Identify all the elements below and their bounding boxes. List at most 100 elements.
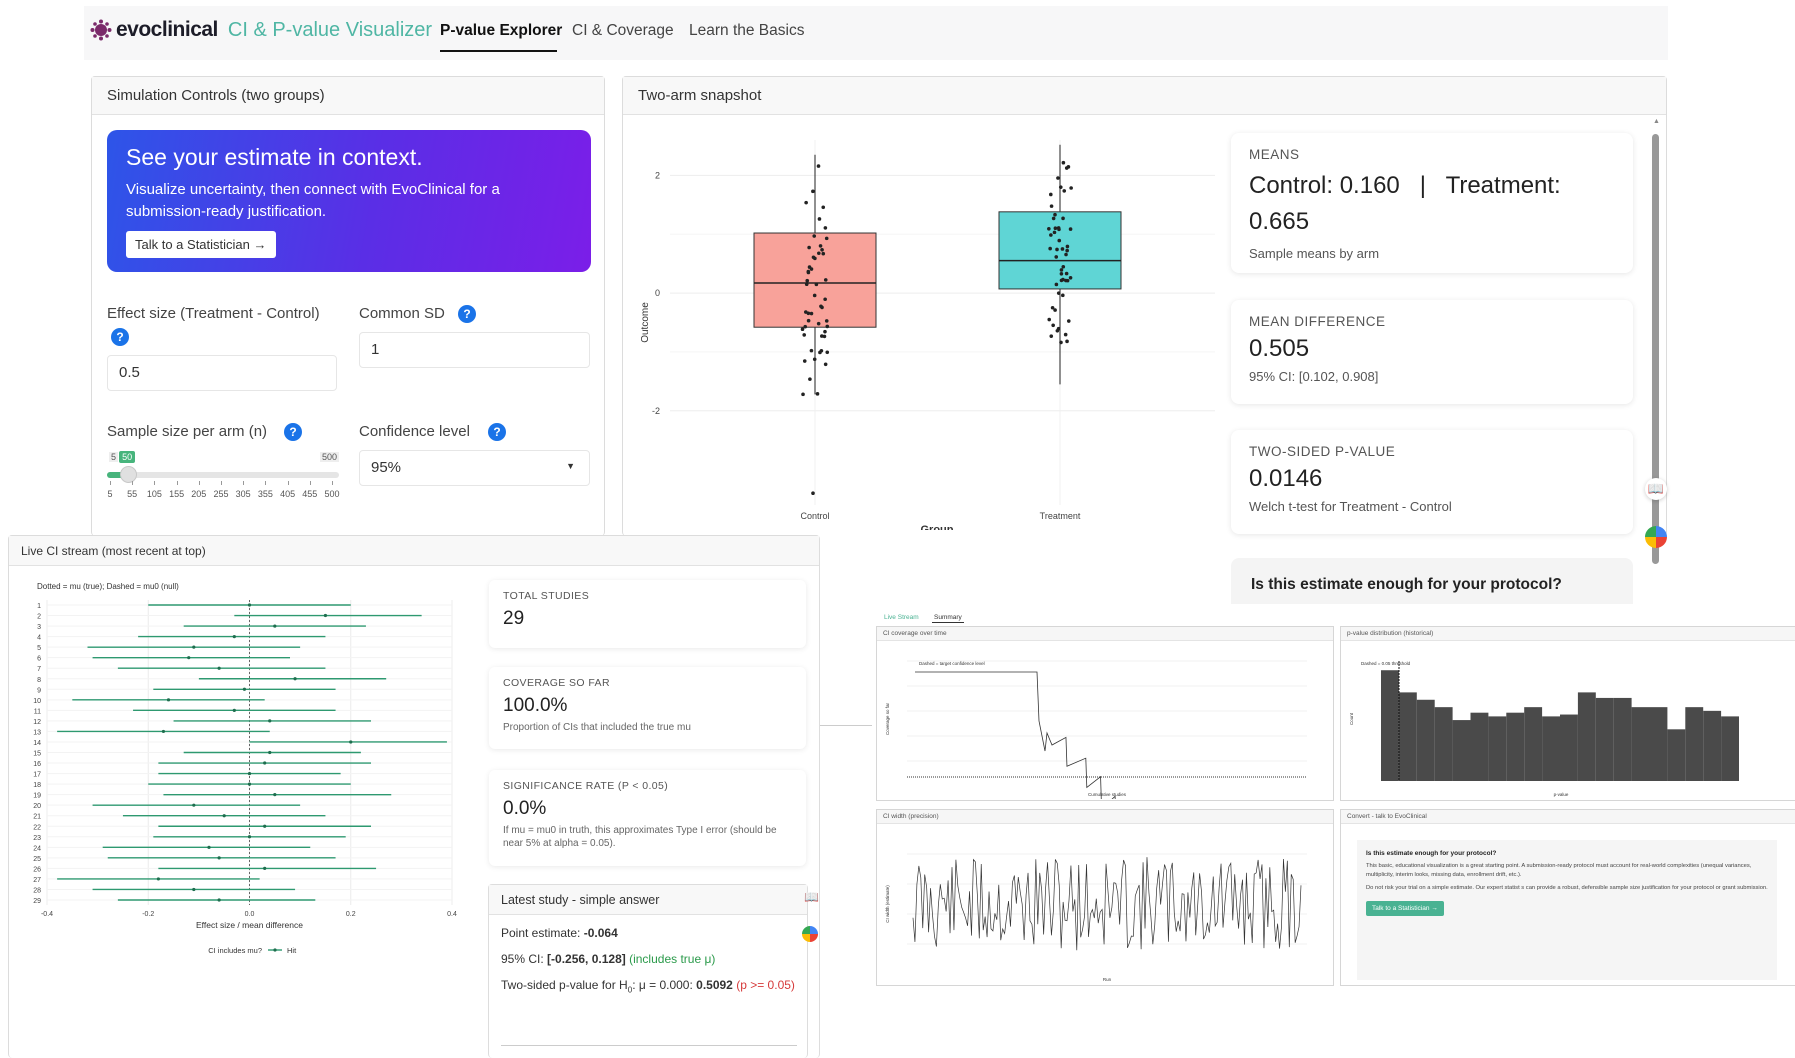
y-tick-label: 16 (33, 761, 41, 768)
histogram-bar (1631, 707, 1650, 781)
promo-banner: See your estimate in context. Visualize … (107, 130, 591, 272)
slider-thumb[interactable] (120, 466, 138, 483)
data-point (1047, 227, 1051, 231)
data-point (825, 324, 830, 329)
y-tick-label: 1 (37, 603, 41, 610)
scroll-up-icon[interactable]: ▲ (1653, 118, 1660, 125)
point-estimate (217, 666, 221, 670)
data-point (825, 350, 830, 355)
data-point (817, 217, 822, 221)
data-point (1053, 226, 1058, 231)
slider-value-bubble: 50 (119, 451, 136, 463)
sample-size-help-icon[interactable]: ? (284, 423, 302, 441)
data-point (1064, 278, 1068, 283)
data-point (806, 270, 811, 275)
legend-item: Hit (287, 946, 297, 955)
snapshot-scrollbar[interactable]: ▲ (1650, 118, 1660, 568)
data-point (1051, 216, 1056, 221)
confidence-level-help-icon[interactable]: ? (488, 423, 506, 441)
point-estimate (273, 793, 277, 797)
point-estimate (166, 698, 171, 702)
app-logo[interactable]: evoclinical CI & P-value Visualizer (90, 18, 432, 42)
y-tick-label: 22 (33, 824, 41, 831)
y-tick-label: 26 (33, 866, 41, 873)
promo-title: See your estimate in context. (126, 144, 423, 170)
mean-difference-value: 0.505 (1249, 335, 1310, 362)
pvalue-distribution-title: p-value distribution (historical) (1341, 627, 1795, 641)
slider-track[interactable] (107, 472, 339, 478)
means-value: Control: 0.160 | Treatment: 0.665 (1249, 172, 1568, 235)
data-point (1068, 276, 1073, 280)
y-tick-label: 2 (37, 614, 41, 621)
tab-live-stream[interactable]: Live Stream (884, 614, 919, 621)
point-estimate (263, 866, 267, 870)
data-point (824, 319, 829, 323)
data-point (1049, 233, 1053, 237)
data-point (820, 247, 824, 252)
scrollbar-thumb[interactable] (1652, 134, 1659, 564)
y-tick-label: 3 (37, 624, 41, 631)
confidence-level-select[interactable]: 95% ▼ (359, 450, 590, 486)
talk-to-statistician-button[interactable]: Talk to a Statistician → (126, 231, 276, 258)
effect-size-input[interactable]: 0.5 (107, 355, 337, 391)
point-estimate (247, 782, 252, 786)
data-point (1058, 185, 1063, 189)
y-tick-label: 23 (33, 835, 41, 842)
slider-tick-label: 500 (324, 489, 340, 499)
effect-size-help-icon[interactable]: ? (111, 328, 129, 346)
latest-study-title: Latest study - simple answer (489, 885, 807, 915)
data-point (804, 200, 808, 205)
data-point (803, 310, 808, 314)
histogram-bar (1667, 729, 1686, 781)
common-sd-help-icon[interactable]: ? (458, 305, 476, 323)
assistant-icon-small[interactable] (802, 926, 818, 942)
assistant-icon[interactable] (1645, 526, 1667, 548)
latest-study-card: Latest study - simple answer Point estim… (488, 884, 808, 1058)
histogram-bar (1398, 692, 1417, 781)
histogram-bar (1381, 670, 1399, 781)
book-icon-small[interactable]: 📖 (804, 890, 819, 904)
y-tick-label: 10 (33, 698, 41, 705)
ci-coverage-title: CI coverage over time (877, 627, 1333, 641)
histogram-bar (1577, 692, 1596, 781)
significance-value: 0.0% (503, 798, 547, 819)
sample-size-slider[interactable]: 5 500 50 5 55 105 155 205 255 305 355 405 455 500 (107, 451, 340, 501)
data-point (800, 327, 805, 331)
data-point (1054, 255, 1059, 259)
app-subtitle: CI & P-value Visualizer (227, 18, 433, 41)
point-estimate (232, 708, 236, 712)
y-tick-label: 6 (37, 656, 41, 663)
convert-talk-button[interactable]: Talk to a Statistician → (1366, 900, 1444, 916)
brand-name: evoclinical (116, 18, 218, 41)
mean-difference-card: MEAN DIFFERENCE 0.505 95% CI: [0.102, 0.… (1231, 300, 1633, 404)
point-estimate (232, 635, 236, 639)
data-point (816, 321, 821, 326)
data-point (1049, 192, 1053, 197)
pvalue-note: (p >= 0.05) (736, 978, 795, 992)
slider-tick (132, 481, 134, 485)
coverage-value: 100.0% (503, 695, 568, 716)
data-point (819, 348, 824, 353)
common-sd-input[interactable]: 1 (359, 332, 590, 368)
data-point (823, 297, 827, 302)
slider-tick (243, 481, 245, 485)
tab-pvalue-explorer[interactable]: P-value Explorer (440, 22, 563, 39)
legend-title: CI includes mu? (208, 946, 262, 955)
histogram-bar (1416, 699, 1435, 781)
tab-ci-coverage[interactable]: CI & Coverage (572, 22, 674, 39)
width-y-label: CI width (estimate) (885, 885, 890, 923)
data-point (1059, 271, 1064, 276)
point-estimate (242, 687, 247, 691)
tab-summary[interactable]: Summary (934, 614, 962, 621)
virus-logo-icon (90, 19, 112, 41)
point-estimate (323, 613, 328, 618)
data-point (1061, 277, 1065, 282)
y-tick-label: 0 (655, 288, 660, 298)
y-tick-label: 14 (33, 740, 41, 747)
tab-learn-basics[interactable]: Learn the Basics (689, 22, 805, 39)
coverage-title: COVERAGE SO FAR (503, 677, 610, 689)
y-tick-label: 5 (37, 645, 41, 652)
point-estimate-label: Point estimate: (501, 926, 581, 940)
data-point (1051, 323, 1055, 328)
book-icon[interactable]: 📖 (1645, 478, 1667, 500)
